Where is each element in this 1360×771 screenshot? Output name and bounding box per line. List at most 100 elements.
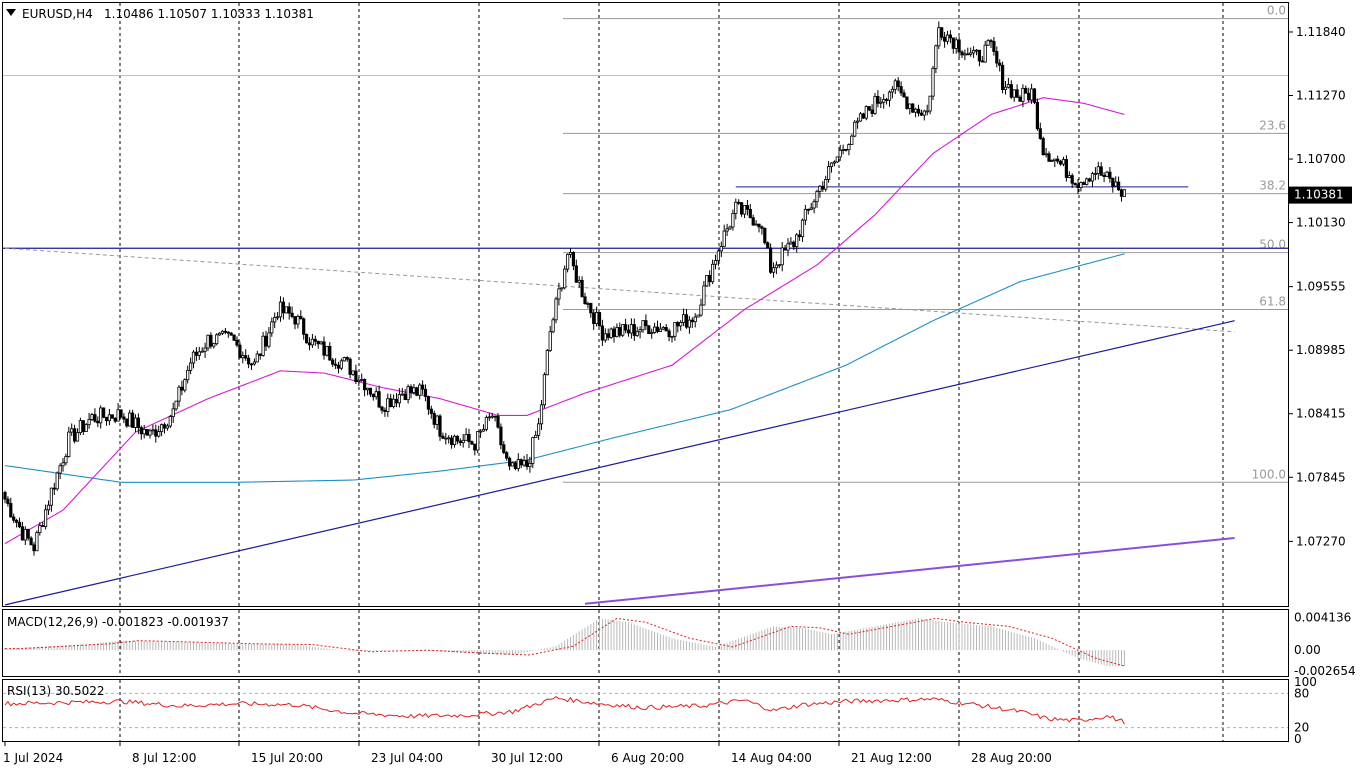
candle-body bbox=[995, 51, 999, 64]
candle-body bbox=[806, 208, 810, 211]
candle-body bbox=[35, 532, 39, 552]
rsi-pane[interactable] bbox=[2, 679, 1289, 742]
candle-body bbox=[1035, 102, 1039, 130]
candle-body bbox=[687, 319, 692, 328]
candle-body bbox=[548, 331, 552, 351]
candle-body bbox=[487, 416, 491, 419]
candle-body bbox=[252, 361, 256, 365]
candle-body bbox=[922, 110, 926, 116]
candle-body bbox=[1067, 175, 1071, 178]
candle-body bbox=[629, 324, 634, 334]
candle-body bbox=[618, 327, 622, 336]
price-tick-label: 1.10700 bbox=[1296, 152, 1346, 166]
candle-body bbox=[699, 304, 703, 316]
fibonacci-retracement[interactable]: 0.0 23.6 38.2 50.0 61.8 100.0 bbox=[563, 4, 1288, 483]
price-tick-label: 1.07845 bbox=[1296, 470, 1346, 484]
candle-body bbox=[12, 516, 16, 521]
candle-body bbox=[139, 427, 143, 435]
candle-body bbox=[171, 408, 175, 417]
candle-body bbox=[174, 400, 178, 410]
candle-body bbox=[1050, 160, 1054, 162]
candle-body bbox=[563, 268, 567, 289]
candle-body bbox=[70, 428, 74, 433]
candle-body bbox=[580, 279, 584, 298]
candle-body bbox=[441, 435, 445, 439]
main-chart-pane[interactable] bbox=[2, 2, 1289, 607]
candle-body bbox=[287, 306, 291, 314]
candle-body bbox=[1108, 171, 1112, 179]
lower-trendline[interactable] bbox=[584, 537, 1235, 605]
candle-body bbox=[638, 329, 642, 333]
candle-body bbox=[1018, 96, 1022, 102]
candle-body bbox=[502, 444, 506, 453]
candle-body bbox=[977, 49, 982, 62]
candle-body bbox=[58, 465, 62, 474]
candle-body bbox=[418, 384, 422, 396]
candle-body bbox=[113, 417, 117, 422]
candle-body bbox=[586, 303, 590, 305]
candle-body bbox=[847, 144, 851, 151]
candle-body bbox=[38, 525, 42, 534]
candle-body bbox=[890, 88, 895, 93]
candle-body bbox=[1119, 189, 1124, 197]
price-tick-label: 1.11840 bbox=[1296, 25, 1346, 39]
candle-body bbox=[992, 40, 996, 52]
candle-body bbox=[937, 27, 941, 47]
time-tick-label: 28 Aug 20:00 bbox=[971, 751, 1052, 765]
candle-body bbox=[383, 409, 387, 412]
candle-body bbox=[766, 242, 770, 249]
candle-body bbox=[621, 324, 625, 336]
candle-body bbox=[899, 86, 903, 94]
candle-body bbox=[496, 415, 500, 428]
dotted-trendline[interactable] bbox=[4, 247, 1235, 333]
candle-body bbox=[481, 428, 486, 432]
candle-body bbox=[914, 108, 918, 113]
candle-body bbox=[406, 386, 410, 401]
candle-body bbox=[351, 370, 355, 375]
drawn-lines[interactable] bbox=[3, 74, 1288, 606]
candle-body bbox=[365, 387, 370, 391]
candle-body bbox=[751, 217, 755, 226]
candle-body bbox=[1096, 166, 1100, 174]
candle-body bbox=[267, 332, 271, 347]
time-tick-label: 15 Jul 20:00 bbox=[251, 751, 323, 765]
candle-body bbox=[26, 528, 30, 539]
fib-level-label: 0.0 bbox=[1267, 4, 1286, 18]
candle-body bbox=[742, 205, 747, 215]
candle-body bbox=[14, 519, 19, 523]
time-axis[interactable]: 1 Jul 2024 8 Jul 12:00 15 Jul 20:00 23 Jul … bbox=[3, 741, 1052, 765]
candle-body bbox=[400, 393, 404, 396]
candle-body bbox=[1085, 178, 1089, 185]
candle-body bbox=[1047, 153, 1051, 162]
candle-body bbox=[223, 330, 227, 333]
candle-body bbox=[380, 406, 384, 411]
candle-body bbox=[32, 544, 36, 552]
candle-body bbox=[186, 369, 190, 381]
candle-body bbox=[507, 457, 512, 467]
candle-body bbox=[957, 39, 961, 53]
candle-body bbox=[1061, 159, 1066, 165]
candle-body bbox=[249, 363, 254, 366]
candle-body bbox=[159, 424, 164, 433]
candle-body bbox=[597, 312, 602, 327]
candle-body bbox=[600, 325, 605, 341]
candle-body bbox=[650, 332, 654, 335]
candle-body bbox=[774, 264, 779, 269]
macd-scale-label: -0.002654 bbox=[1294, 664, 1356, 678]
ohlc-values: 1.10486 1.10507 1.10333 1.10381 bbox=[104, 7, 314, 21]
candle-body bbox=[238, 344, 242, 359]
candle-body bbox=[102, 407, 106, 418]
candle-body bbox=[864, 106, 868, 119]
candle-body bbox=[963, 53, 967, 56]
candle-body bbox=[850, 135, 854, 145]
price-axis[interactable]: 1.11840 1.11270 1.10700 1.10130 1.09555 1.089… bbox=[1288, 25, 1346, 548]
candle-body bbox=[980, 60, 984, 63]
candle-body bbox=[557, 288, 561, 300]
rising-trendline[interactable] bbox=[4, 320, 1235, 606]
collapse-triangle-icon[interactable] bbox=[6, 9, 16, 16]
candle-body bbox=[368, 387, 373, 395]
macd-scale-label: 0.004136 bbox=[1294, 610, 1351, 624]
candle-body bbox=[348, 358, 352, 375]
candle-body bbox=[655, 326, 660, 332]
